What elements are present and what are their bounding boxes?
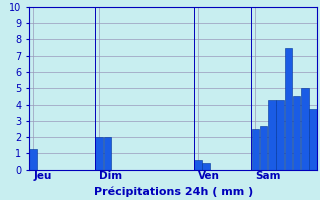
Bar <box>301 88 308 170</box>
X-axis label: Précipitations 24h ( mm ): Précipitations 24h ( mm ) <box>93 187 253 197</box>
Bar <box>293 96 300 170</box>
Bar <box>268 100 276 170</box>
Bar <box>276 100 284 170</box>
Bar <box>309 109 317 170</box>
Bar <box>29 149 37 170</box>
Bar <box>194 160 202 170</box>
Bar <box>285 48 292 170</box>
Bar <box>260 126 268 170</box>
Bar <box>104 137 111 170</box>
Bar <box>202 163 210 170</box>
Bar <box>95 137 103 170</box>
Bar <box>252 129 259 170</box>
